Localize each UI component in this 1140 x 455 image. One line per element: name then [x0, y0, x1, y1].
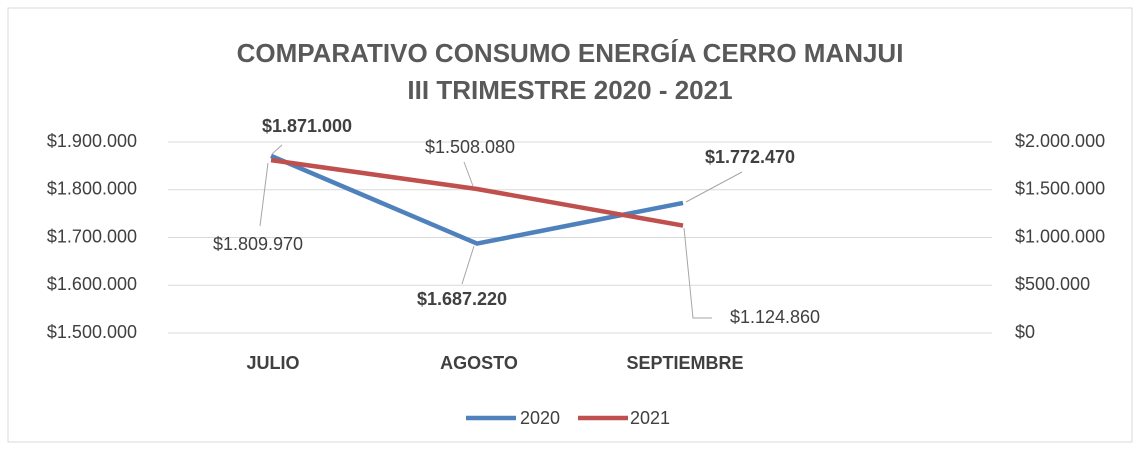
- series-line: [270, 157, 684, 228]
- y-tick-label: $1.800.000: [47, 179, 137, 199]
- y-tick-label: $1.900.000: [47, 131, 137, 151]
- data-label: $1.687.220: [417, 289, 507, 309]
- legend-label: 2021: [630, 408, 670, 428]
- leader-line: [271, 144, 283, 155]
- legend-label: 2020: [520, 408, 560, 428]
- y-tick-label: $1.700.000: [47, 226, 137, 246]
- leader-line: [259, 162, 269, 227]
- y2-tick-label: $1.500.000: [1015, 179, 1105, 199]
- x-tick-label: SEPTIEMBRE: [626, 353, 743, 373]
- y-tick-label: $1.600.000: [47, 274, 137, 294]
- data-label: $1.124.860: [730, 307, 820, 327]
- data-label: $1.871.000: [262, 116, 352, 136]
- y2-tick-label: $1.000.000: [1015, 226, 1105, 246]
- leader-line: [685, 171, 743, 203]
- leader-line: [463, 161, 474, 187]
- y2-tick-label: $0: [1015, 322, 1035, 342]
- leader-line: [683, 227, 712, 319]
- data-label: $1.772.470: [705, 147, 795, 167]
- y2-tick-label: $500.000: [1015, 274, 1090, 294]
- data-label: $1.508.080: [425, 137, 515, 157]
- leader-line: [461, 245, 475, 285]
- x-tick-label: AGOSTO: [440, 353, 518, 373]
- data-label: $1.809.970: [213, 234, 303, 254]
- chart-title: COMPARATIVO CONSUMO ENERGÍA CERRO MANJUI: [237, 38, 904, 68]
- series-line: [270, 153, 684, 246]
- y2-tick-label: $2.000.000: [1015, 131, 1105, 151]
- y-tick-label: $1.500.000: [47, 322, 137, 342]
- chart-subtitle: III TRIMESTRE 2020 - 2021: [407, 75, 732, 105]
- x-tick-label: JULIO: [246, 353, 299, 373]
